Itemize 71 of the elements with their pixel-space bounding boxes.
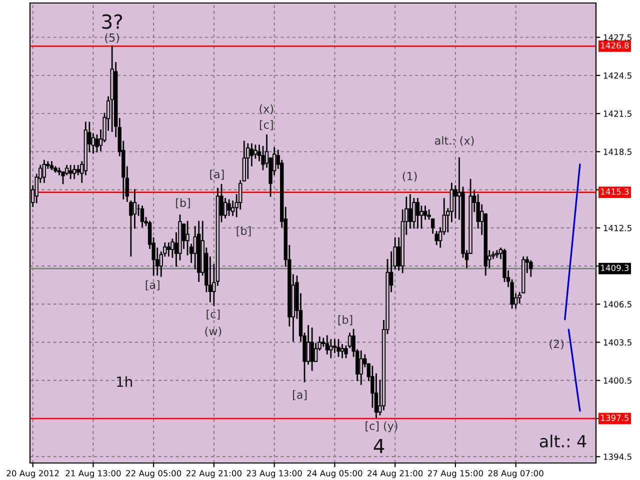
candlestick <box>42 160 46 183</box>
annotation: alt.: 4 <box>540 434 586 448</box>
ref-line-label: 1426.8 <box>601 42 629 49</box>
candlestick <box>336 339 340 357</box>
x-tick-label: 23 Aug 13:00 <box>246 470 302 478</box>
candlestick <box>310 328 314 371</box>
candlestick <box>223 198 228 218</box>
y-tick-label: 1424.5 <box>604 72 632 79</box>
candlestick <box>325 335 329 354</box>
candlestick <box>416 198 420 229</box>
candlestick <box>412 198 416 229</box>
candlestick <box>246 143 250 180</box>
y-tick-label: 1427.5 <box>604 34 632 41</box>
x-tick-label: 28 Aug 07:00 <box>488 470 544 478</box>
annotation: [c] (y) <box>366 421 398 432</box>
annotation: 3? <box>102 14 122 29</box>
annotation: [b] <box>338 315 352 326</box>
annotation: [c] <box>260 120 273 130</box>
candlestick <box>186 220 190 256</box>
line-series <box>564 164 581 320</box>
y-tick-label: 1394.5 <box>604 454 632 460</box>
x-tick-label: 24 Aug 21:00 <box>368 470 423 478</box>
x-tick-label: 22 Aug 05:00 <box>126 470 182 478</box>
y-tick-label: 1403.5 <box>604 339 632 346</box>
candlestick <box>72 164 76 180</box>
line-series <box>568 328 581 412</box>
candlestick <box>68 164 72 180</box>
annotation: [a] <box>293 390 307 400</box>
annotation: (1) <box>402 172 417 182</box>
candlestick <box>359 350 363 385</box>
annotation: [a] <box>146 280 160 290</box>
x-tick-label: 27 Aug 15:00 <box>428 470 483 478</box>
candlestick <box>140 206 144 228</box>
annotation: (x) <box>260 104 274 114</box>
candlestick <box>254 144 258 159</box>
candlestick <box>332 339 337 354</box>
candlestick <box>132 189 137 229</box>
annotation: [a] <box>210 170 224 180</box>
candlestick <box>408 194 412 229</box>
annotation: (w) <box>205 326 222 337</box>
x-tick-label: 21 Aug 13:00 <box>66 470 121 478</box>
candlestick <box>420 206 424 229</box>
candlestick <box>306 325 310 365</box>
x-tick-label: 22 Aug 21:00 <box>186 470 242 478</box>
candlestick <box>434 231 438 246</box>
annotation: [b] <box>236 226 251 236</box>
annotation: (2) <box>550 339 564 350</box>
y-tick-label: 1421.5 <box>604 110 632 117</box>
annotation: 1h <box>117 376 132 387</box>
y-tick-label: 1418.5 <box>604 148 632 155</box>
y-tick-label: 1406.5 <box>604 301 632 308</box>
x-tick-label: 24 Aug 05:00 <box>307 470 362 478</box>
annotation: alt.: (x) <box>435 136 474 146</box>
annotation: [c] <box>206 310 220 320</box>
candlestick <box>529 260 533 277</box>
y-tick-label: 1412.5 <box>604 224 632 232</box>
candlestick <box>227 199 231 216</box>
candlestick <box>166 242 171 257</box>
candlestick <box>423 206 428 220</box>
annotation: [b] <box>176 198 190 208</box>
x-tick-label: 20 Aug 2012 <box>6 470 59 478</box>
candlestick <box>193 226 197 270</box>
ref-line-label: 1397.5 <box>601 414 629 421</box>
ref-line-label: 1415.3 <box>601 188 629 195</box>
annotation: (5) <box>105 33 119 44</box>
annotation: 4 <box>374 438 384 454</box>
ref-line-label: 1409.3 <box>601 264 629 271</box>
candlestick <box>250 143 254 166</box>
candlestick <box>329 339 333 358</box>
candlestick <box>340 344 344 358</box>
y-tick-label: 1400.5 <box>604 377 632 384</box>
